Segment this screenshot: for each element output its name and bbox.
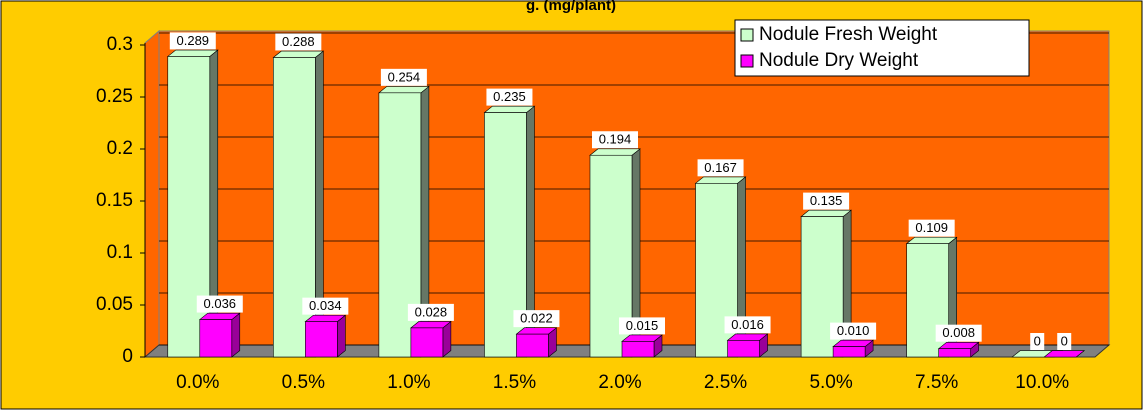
bar-top [1043, 350, 1086, 358]
y-tick-label: 0.15 [96, 190, 133, 211]
x-tick-label: 0.5% [282, 372, 325, 393]
data-label: 0.028 [415, 304, 448, 319]
data-label-box [803, 192, 850, 210]
data-label-box [407, 303, 454, 321]
bar [199, 319, 233, 358]
bar [938, 348, 971, 358]
bar [410, 327, 444, 358]
x-tick-label: 2.5% [704, 372, 747, 393]
bar [516, 333, 549, 358]
data-label-box [619, 317, 665, 335]
data-label: 0.010 [837, 323, 870, 338]
data-label: 0.109 [915, 220, 948, 235]
legend-label: Nodule Fresh Weight [759, 24, 938, 45]
bar-top [694, 176, 747, 184]
bar-top [272, 50, 325, 58]
data-label-box [697, 159, 744, 177]
y-tick-label: 0.05 [96, 294, 133, 315]
data-label: 0.194 [599, 132, 632, 147]
chart-title: g. (mg/plant) [526, 0, 616, 14]
y-tick-label: 0 [122, 346, 133, 367]
bar-top [483, 105, 536, 113]
data-label-box [830, 322, 877, 340]
y-tick-label: 0.2 [107, 138, 133, 159]
data-label: 0.022 [520, 311, 553, 326]
data-label-box [275, 33, 322, 51]
data-label: 0.015 [626, 318, 659, 333]
x-tick-label: 5.0% [809, 372, 852, 393]
data-label-box [1030, 333, 1045, 350]
bar [621, 341, 655, 358]
y-tick-label: 0.3 [107, 34, 133, 55]
legend-label: Nodule Dry Weight [759, 50, 919, 71]
data-label-box [1057, 333, 1072, 350]
data-label: 0.235 [493, 89, 526, 104]
bar [727, 340, 760, 358]
data-label: 0.289 [177, 33, 210, 48]
data-label: 0 [1061, 333, 1068, 348]
bar-side [231, 312, 241, 358]
bar-top [166, 49, 219, 57]
y-tick-label: 0.25 [96, 86, 133, 107]
data-label: 0.016 [731, 317, 764, 332]
data-label: 0.036 [204, 296, 237, 311]
data-label-box [908, 219, 955, 237]
data-label-box [169, 32, 216, 50]
data-label-box [380, 68, 427, 86]
plot-side-wall [144, 29, 160, 359]
data-label: 0.008 [942, 325, 975, 340]
data-label-box [513, 310, 560, 328]
data-label: 0.288 [282, 34, 315, 49]
bar-top [589, 148, 641, 156]
x-tick-label: 10.0% [1015, 372, 1069, 393]
data-label: 0.167 [704, 160, 737, 175]
bar [832, 346, 866, 358]
legend [734, 19, 1030, 77]
data-label: 0.254 [388, 69, 421, 84]
x-tick-label: 1.5% [493, 372, 536, 393]
data-label-box [592, 131, 638, 149]
bar-top [905, 236, 958, 244]
x-tick-label: 7.5% [915, 372, 958, 393]
data-label: 0.135 [810, 193, 843, 208]
data-label-box [935, 324, 982, 342]
data-label-box [724, 316, 771, 334]
y-tick-label: 0.1 [107, 242, 133, 263]
bar [305, 321, 338, 358]
legend-swatch [740, 54, 754, 68]
data-label-box [196, 295, 243, 313]
bar-top [378, 86, 430, 94]
legend-swatch [740, 28, 754, 42]
bar-side [337, 314, 346, 358]
data-label-box [486, 88, 533, 106]
x-tick-label: 0.0% [176, 372, 219, 393]
x-tick-label: 2.0% [598, 372, 641, 393]
data-label: 0 [1034, 333, 1041, 348]
bar-top [800, 209, 852, 217]
x-tick-label: 1.0% [387, 372, 430, 393]
data-label-box [302, 297, 349, 315]
data-label: 0.034 [309, 298, 342, 313]
